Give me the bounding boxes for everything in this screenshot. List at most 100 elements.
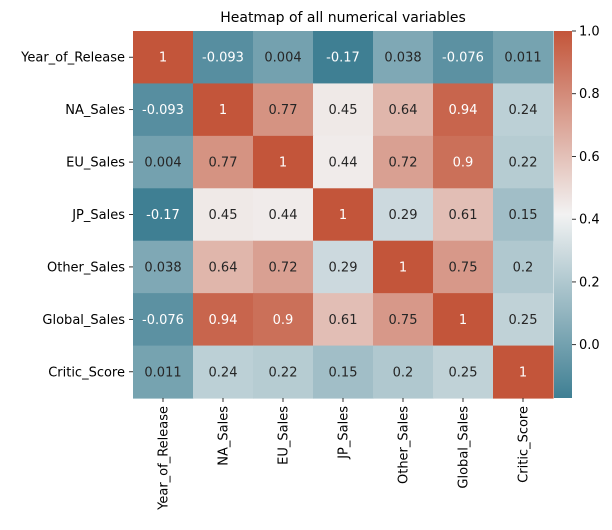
heatmap-cell	[433, 345, 494, 399]
heatmap-cell	[373, 135, 434, 189]
heatmap-cell	[373, 188, 434, 242]
cell-value-label: 0.25	[449, 365, 478, 380]
column-tick-label: JP_Sales	[337, 406, 352, 460]
cell-value-label: 0.64	[389, 103, 418, 118]
cell-value-label: 0.64	[209, 260, 238, 275]
cell-value-label: 1	[519, 365, 527, 380]
heatmap-cell	[193, 293, 254, 347]
cell-value-label: 0.94	[209, 313, 238, 328]
heatmap-cell	[433, 135, 494, 189]
cell-value-label: -0.093	[142, 103, 184, 118]
heatmap-cell	[493, 83, 554, 137]
cell-value-label: 0.2	[513, 260, 534, 275]
row-tick-label: Critic_Score	[48, 365, 125, 380]
colorbar-tick-label: 1.0	[579, 25, 600, 40]
heatmap-cells	[133, 31, 554, 399]
cell-value-label: 0.72	[389, 156, 418, 171]
heatmap-cell	[493, 345, 554, 399]
cell-value-label: -0.076	[142, 313, 184, 328]
heatmap-cell	[373, 83, 434, 137]
cell-value-label: 0.15	[509, 208, 538, 223]
heatmap-cell	[373, 31, 434, 85]
heatmap-cell	[193, 135, 254, 189]
chart-title: Heatmap of all numerical variables	[220, 10, 466, 26]
heatmap-cell	[193, 188, 254, 242]
cell-value-label: 0.24	[509, 103, 538, 118]
row-tick-label: Other_Sales	[47, 260, 125, 275]
cell-value-label: 0.9	[453, 156, 474, 171]
cell-value-label: 0.22	[269, 365, 298, 380]
colorbar-gradient	[554, 31, 572, 398]
column-tick-label: NA_Sales	[217, 406, 232, 466]
heatmap-cell	[133, 240, 194, 294]
cell-value-label: -0.17	[326, 51, 360, 66]
colorbar-tick-label: 0.6	[579, 150, 600, 165]
heatmap-cell-labels: 1 -0.093 0.004 -0.17 0.038 -0.076 0.011 -0.093 1…	[142, 51, 542, 381]
cell-value-label: 0.72	[269, 260, 298, 275]
cell-value-label: 1	[219, 103, 227, 118]
row-tick-label: Global_Sales	[42, 313, 125, 328]
cell-value-label: 0.2	[393, 365, 414, 380]
column-tick-label: Year_of_Release	[157, 406, 172, 511]
heatmap-cell	[193, 83, 254, 137]
heatmap-cell	[253, 83, 314, 137]
heatmap-cell	[373, 240, 434, 294]
heatmap-cell	[133, 135, 194, 189]
cell-value-label: 0.24	[209, 365, 238, 380]
row-tick-labels: Year_of_Release NA_Sales EU_Sales JP_Sales O…	[20, 51, 133, 380]
cell-value-label: -0.17	[146, 208, 180, 223]
colorbar-tick-label: 0.8	[579, 87, 600, 102]
heatmap-cell	[493, 240, 554, 294]
colorbar-tick-label: 0.4	[579, 213, 600, 228]
heatmap-cell	[433, 31, 494, 85]
row-tick-label: EU_Sales	[66, 156, 125, 171]
heatmap-cell	[193, 31, 254, 85]
cell-value-label: 1	[399, 260, 407, 275]
heatmap-cell	[253, 240, 314, 294]
heatmap-cell	[493, 293, 554, 347]
cell-value-label: 0.45	[209, 208, 238, 223]
heatmap-cell	[253, 135, 314, 189]
row-tick-label: JP_Sales	[71, 208, 125, 223]
heatmap-cell	[253, 345, 314, 399]
cell-value-label: 0.77	[269, 103, 298, 118]
heatmap-cell	[433, 83, 494, 137]
colorbar: 0.0 0.2 0.4 0.6 0.8 1.0	[554, 25, 600, 398]
heatmap-cell	[313, 240, 374, 294]
cell-value-label: 0.004	[264, 51, 301, 66]
heatmap-cell	[253, 31, 314, 85]
heatmap-cell	[433, 293, 494, 347]
heatmap-cell	[253, 293, 314, 347]
heatmap-cell	[493, 135, 554, 189]
cell-value-label: 0.038	[144, 260, 181, 275]
cell-value-label: 0.29	[329, 260, 358, 275]
column-tick-label: Critic_Score	[517, 406, 532, 483]
heatmap-cell	[313, 31, 374, 85]
cell-value-label: 0.61	[329, 313, 358, 328]
cell-value-label: 1	[279, 156, 287, 171]
heatmap-cell	[313, 83, 374, 137]
cell-value-label: -0.076	[442, 51, 484, 66]
column-tick-label: EU_Sales	[277, 406, 292, 465]
cell-value-label: 0.22	[509, 156, 538, 171]
colorbar-tick-label: 0.2	[579, 275, 600, 290]
heatmap-cell	[133, 83, 194, 137]
heatmap-cell	[193, 240, 254, 294]
cell-value-label: 0.75	[389, 313, 418, 328]
heatmap-cell	[193, 345, 254, 399]
heatmap-cell	[253, 188, 314, 242]
cell-value-label: 1	[339, 208, 347, 223]
cell-value-label: 0.45	[329, 103, 358, 118]
cell-value-label: 0.61	[449, 208, 478, 223]
cell-value-label: 0.94	[449, 103, 478, 118]
cell-value-label: 0.44	[329, 156, 358, 171]
cell-value-label: 0.011	[144, 365, 181, 380]
row-tick-label: Year_of_Release	[20, 51, 125, 66]
heatmap-cell	[433, 188, 494, 242]
heatmap-cell	[493, 188, 554, 242]
heatmap-cell	[493, 31, 554, 85]
column-tick-label: Global_Sales	[457, 406, 472, 489]
cell-value-label: 1	[459, 313, 467, 328]
heatmap-cell	[373, 345, 434, 399]
